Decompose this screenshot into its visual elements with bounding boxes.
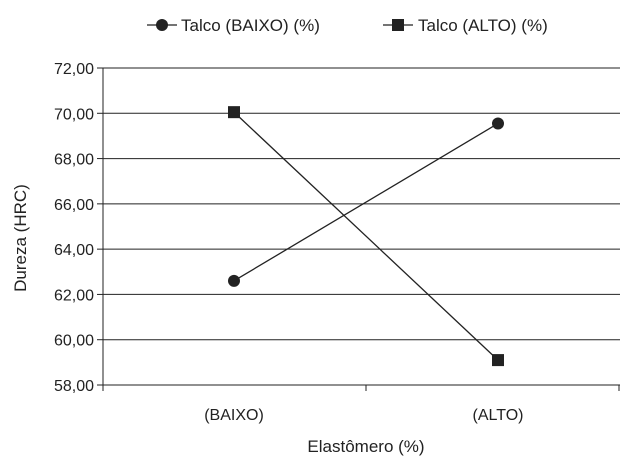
y-tick-label-0: 58,00 <box>54 378 94 395</box>
data-point-s0-0 <box>228 274 240 287</box>
y-tick-label-4: 66,00 <box>54 197 94 214</box>
x-tick-label-1: (ALTO) <box>473 407 524 424</box>
series-line-1 <box>233 111 499 361</box>
axes <box>102 68 620 391</box>
legend-marker-0 <box>156 19 168 31</box>
legend-marker-1 <box>392 19 404 31</box>
gridlines <box>97 67 620 386</box>
x-tick-label-0: (BAIXO) <box>204 407 264 424</box>
legend: Talco (BAIXO) (%) Talco (ALTO) (%) <box>147 16 548 35</box>
y-tick-label-6: 70,00 <box>54 106 94 123</box>
y-tick-label-3: 64,00 <box>54 242 94 259</box>
x-axis-title: Elastômero (%) <box>307 437 424 456</box>
legend-label-1: Talco (ALTO) (%) <box>418 16 548 35</box>
data-point-s1-1 <box>492 354 504 367</box>
data-point-s0-1 <box>492 117 504 130</box>
y-tick-label-1: 60,00 <box>54 333 94 350</box>
y-tick-labels: 58,00 60,00 62,00 64,00 66,00 68,00 70,00 72,00 <box>54 61 94 395</box>
x-tick-labels: (BAIXO) (ALTO) <box>204 407 523 424</box>
legend-label-0: Talco (BAIXO) (%) <box>181 16 320 35</box>
y-tick-label-5: 68,00 <box>54 152 94 169</box>
y-tick-label-2: 62,00 <box>54 287 94 304</box>
y-tick-label-7: 72,00 <box>54 61 94 78</box>
series-line-0 <box>233 122 499 282</box>
series-group <box>228 106 504 367</box>
data-point-s1-0 <box>228 106 240 119</box>
y-axis-title: Dureza (HRC) <box>11 184 30 292</box>
